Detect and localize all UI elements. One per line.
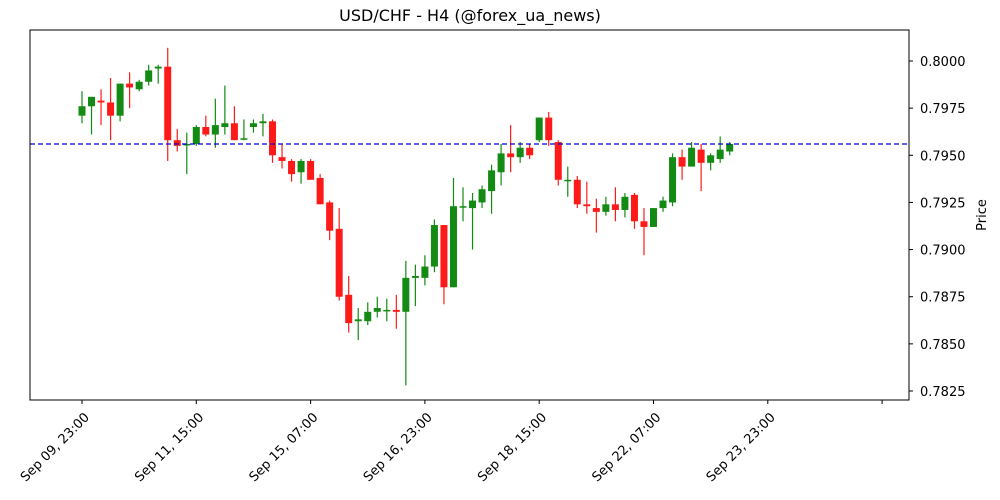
candle bbox=[449, 177, 457, 288]
y-tick-label: 0.7850 bbox=[920, 338, 966, 353]
chart-title: USD/CHF - H4 (@forex_ua_news) bbox=[339, 6, 601, 25]
candle bbox=[611, 187, 619, 222]
candle bbox=[107, 77, 115, 141]
candle bbox=[259, 113, 267, 137]
candle bbox=[640, 208, 648, 256]
candle bbox=[392, 294, 400, 329]
y-tick-label: 0.7975 bbox=[920, 102, 966, 117]
candle bbox=[164, 47, 172, 161]
candle bbox=[669, 153, 677, 207]
candle bbox=[440, 225, 448, 305]
candle bbox=[573, 176, 581, 209]
candle bbox=[364, 302, 372, 325]
candle bbox=[335, 208, 343, 301]
candle bbox=[592, 198, 600, 233]
candle bbox=[88, 96, 96, 135]
candle bbox=[688, 142, 696, 167]
candle bbox=[650, 208, 657, 227]
candle bbox=[707, 153, 715, 171]
candle bbox=[240, 119, 248, 141]
candle bbox=[678, 149, 686, 180]
candle bbox=[192, 125, 200, 146]
candle bbox=[345, 275, 353, 333]
candle bbox=[326, 200, 334, 241]
candle bbox=[554, 140, 562, 186]
candle bbox=[535, 117, 543, 143]
candle bbox=[421, 255, 429, 286]
y-tick-label: 0.7825 bbox=[920, 385, 966, 400]
candle bbox=[269, 119, 276, 163]
candle bbox=[469, 193, 477, 250]
candle bbox=[126, 72, 134, 109]
candle bbox=[78, 91, 86, 124]
candle bbox=[564, 166, 572, 197]
plot-frame bbox=[29, 29, 910, 401]
candle bbox=[97, 89, 105, 126]
candle bbox=[545, 111, 553, 146]
candle bbox=[497, 143, 505, 186]
candle bbox=[288, 159, 296, 182]
candle bbox=[116, 83, 124, 122]
candle bbox=[154, 64, 162, 84]
x-tick-label: Sep 22, 07:00 bbox=[589, 410, 664, 485]
candle bbox=[202, 115, 210, 137]
candle bbox=[383, 298, 391, 322]
candle bbox=[221, 85, 229, 135]
x-tick-label: Sep 09, 23:00 bbox=[18, 410, 93, 485]
candle bbox=[373, 296, 381, 318]
candle bbox=[411, 264, 419, 307]
candle bbox=[316, 174, 324, 205]
y-tick-label: 0.7950 bbox=[920, 149, 966, 164]
candle bbox=[659, 196, 667, 212]
x-tick-label: Sep 23, 23:00 bbox=[704, 410, 779, 485]
y-tick-label: 0.8000 bbox=[920, 55, 966, 70]
candle bbox=[630, 193, 638, 229]
candle bbox=[230, 106, 238, 141]
candle bbox=[583, 181, 591, 214]
x-tick-label: Sep 18, 15:00 bbox=[475, 410, 550, 485]
candle bbox=[478, 185, 486, 209]
candle bbox=[354, 308, 362, 341]
x-tick-label: Sep 11, 15:00 bbox=[132, 410, 207, 485]
x-axis: Sep 09, 23:00 Sep 11, 15:00 Sep 15, 07:00 S… bbox=[18, 400, 883, 485]
candle bbox=[173, 128, 181, 152]
candle bbox=[526, 143, 534, 160]
y-tick-label: 0.7925 bbox=[920, 196, 966, 211]
candles-group bbox=[78, 47, 734, 386]
candle bbox=[459, 187, 467, 222]
candle bbox=[183, 132, 191, 175]
y-tick-label: 0.7900 bbox=[920, 244, 966, 259]
x-tick-label: Sep 16, 23:00 bbox=[361, 410, 436, 485]
candle bbox=[278, 143, 286, 169]
candle bbox=[307, 159, 315, 180]
candle bbox=[507, 125, 515, 173]
y-axis-label: Price bbox=[975, 199, 990, 231]
x-tick-label: Sep 15, 07:00 bbox=[247, 410, 322, 485]
candle bbox=[135, 79, 143, 92]
candle bbox=[716, 136, 724, 163]
candle bbox=[430, 219, 438, 273]
candle bbox=[602, 196, 610, 216]
y-axis: 0.8000 0.7975 0.7950 0.7925 0.7900 0.7875 0.78… bbox=[909, 55, 966, 400]
candle bbox=[697, 143, 705, 192]
candle bbox=[211, 98, 219, 148]
candle bbox=[249, 119, 257, 133]
candle bbox=[621, 193, 629, 218]
candle bbox=[402, 260, 410, 386]
candle bbox=[516, 142, 524, 163]
y-tick-label: 0.7875 bbox=[920, 291, 966, 306]
candle bbox=[145, 64, 153, 86]
candle bbox=[297, 159, 305, 184]
candle bbox=[488, 164, 496, 214]
